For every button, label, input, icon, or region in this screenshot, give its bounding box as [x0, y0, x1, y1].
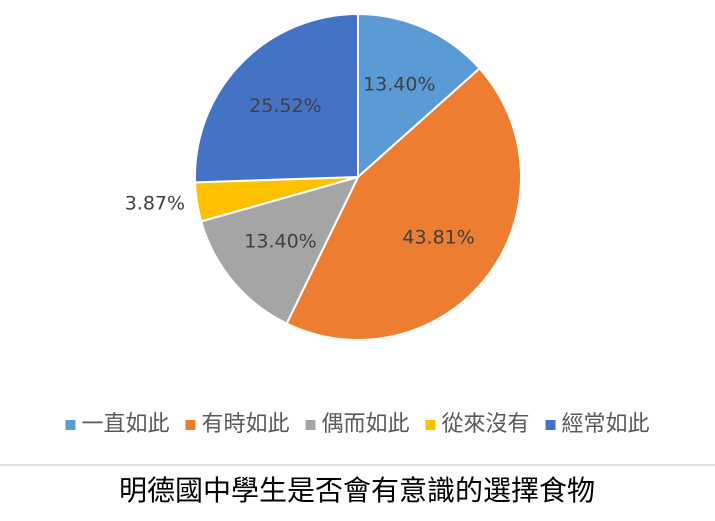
data-label: 13.40% [363, 73, 435, 95]
legend-swatch [185, 420, 196, 430]
legend-swatch [545, 420, 556, 430]
legend-label: 經常如此 [562, 412, 650, 437]
legend-label: 有時如此 [201, 412, 289, 437]
data-label: 13.40% [244, 230, 316, 252]
pie-slice [194, 12, 359, 184]
legend-swatch [65, 420, 76, 430]
legend-swatch [305, 420, 316, 430]
pie-slice [285, 67, 522, 341]
data-label: 25.52% [249, 95, 321, 117]
pie-slice [199, 175, 360, 325]
data-label: 43.81% [402, 226, 474, 248]
chart-title: 明德國中學生是否會有意識的選擇食物 [119, 474, 595, 507]
legend-label: 從來沒有 [442, 412, 530, 437]
legend-label: 偶而如此 [321, 412, 409, 437]
legend-label: 一直如此 [81, 412, 169, 437]
legend-swatch [425, 420, 436, 430]
pie-slice [357, 12, 482, 180]
data-label: 3.87% [125, 192, 185, 214]
